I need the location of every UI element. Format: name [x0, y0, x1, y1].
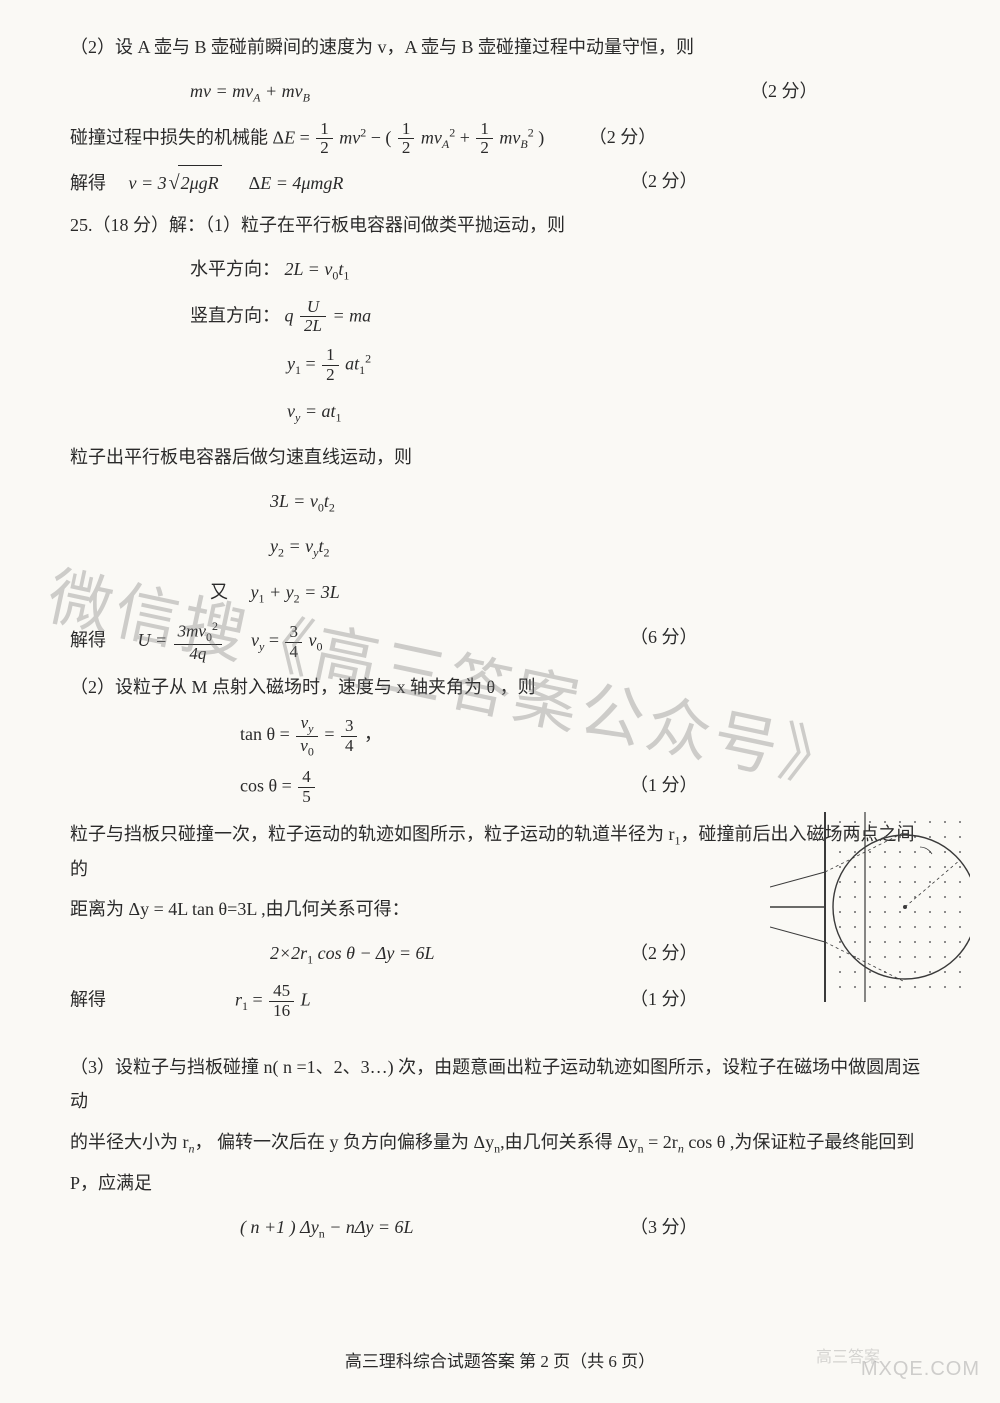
q25-final: ( n +1 ) Δyn − nΔy = 6L （3 分）	[240, 1210, 930, 1245]
q25-header: 25.（18 分）解：（1）粒子在平行板电容器间做类平抛运动，则	[70, 208, 930, 242]
q24-eq2: 碰撞过程中损失的机械能 ΔE = 12 mv2 − ( 12 mvA2 + 12…	[70, 120, 930, 158]
q25-part2: （2）设粒子从 M 点射入磁场时，速度与 x 轴夹角为 θ ，则	[70, 670, 930, 704]
q24-p2-intro: （2）设 A 壶与 B 壶碰前瞬间的速度为 v，A 壶与 B 壶碰撞过程中动量守…	[70, 30, 930, 64]
score: （2 分）	[750, 74, 818, 108]
physics-diagram	[770, 812, 970, 1002]
q25-part3c: P，应满足	[70, 1166, 930, 1200]
score: （2 分）	[630, 164, 698, 198]
q25-part3a: （3）设粒子与挡板碰撞 n( n =1、2、3…) 次，由题意画出粒子运动轨迹如…	[70, 1050, 930, 1118]
q25-horiz: 水平方向： 2L = v0t1	[190, 252, 930, 287]
q25-vy: vy = at1	[287, 394, 930, 429]
q25-geom: 2×2r1 cos θ − Δy = 6L （2 分）	[270, 936, 930, 971]
score: （2 分）	[630, 936, 698, 970]
q25-vert: 竖直方向： q U2L = ma	[190, 298, 930, 336]
corner-watermark-2: 高三答案	[816, 1343, 880, 1373]
score: （3 分）	[630, 1210, 698, 1244]
q25-part3b: 的半径大小为 rn， 偏转一次后在 y 负方向偏移量为 Δyn,由几何关系得 Δ…	[70, 1125, 930, 1160]
q24-eq3: 解得 v = 32μgR ΔE = 4μmgR （2 分）	[70, 164, 930, 202]
q24-eq1: mv = mvA + mvB （2 分）	[190, 74, 930, 109]
page: 微信搜《高三答案公众号》 （2）设 A 壶与 B 壶碰前瞬间的速度为 v，A 壶…	[0, 0, 1000, 1403]
score: （2 分）	[589, 120, 657, 154]
q25-y1: y1 = 12 at12	[287, 346, 930, 384]
q25-line2: 粒子出平行板电容器后做匀速直线运动，则	[70, 440, 930, 474]
q25-also: 又 y1 + y2 = 3L	[210, 575, 930, 610]
q25-cos: cos θ = 45 （1 分）	[240, 768, 930, 806]
q25-3L: 3L = v0t2	[270, 484, 930, 519]
score: （1 分）	[630, 982, 698, 1016]
score: （6 分）	[630, 620, 698, 654]
score: （1 分）	[630, 768, 698, 802]
q25-tan: tan θ = vyv0 = 34 ，	[240, 714, 930, 758]
q25-solveU: 解得 U = 3mv024q vy = 34 v0 （6 分）	[70, 620, 930, 664]
q25-y2: y2 = vyt2	[270, 529, 930, 564]
q25-r1: 解得 r1 = 4516 L （1 分）	[70, 982, 930, 1020]
